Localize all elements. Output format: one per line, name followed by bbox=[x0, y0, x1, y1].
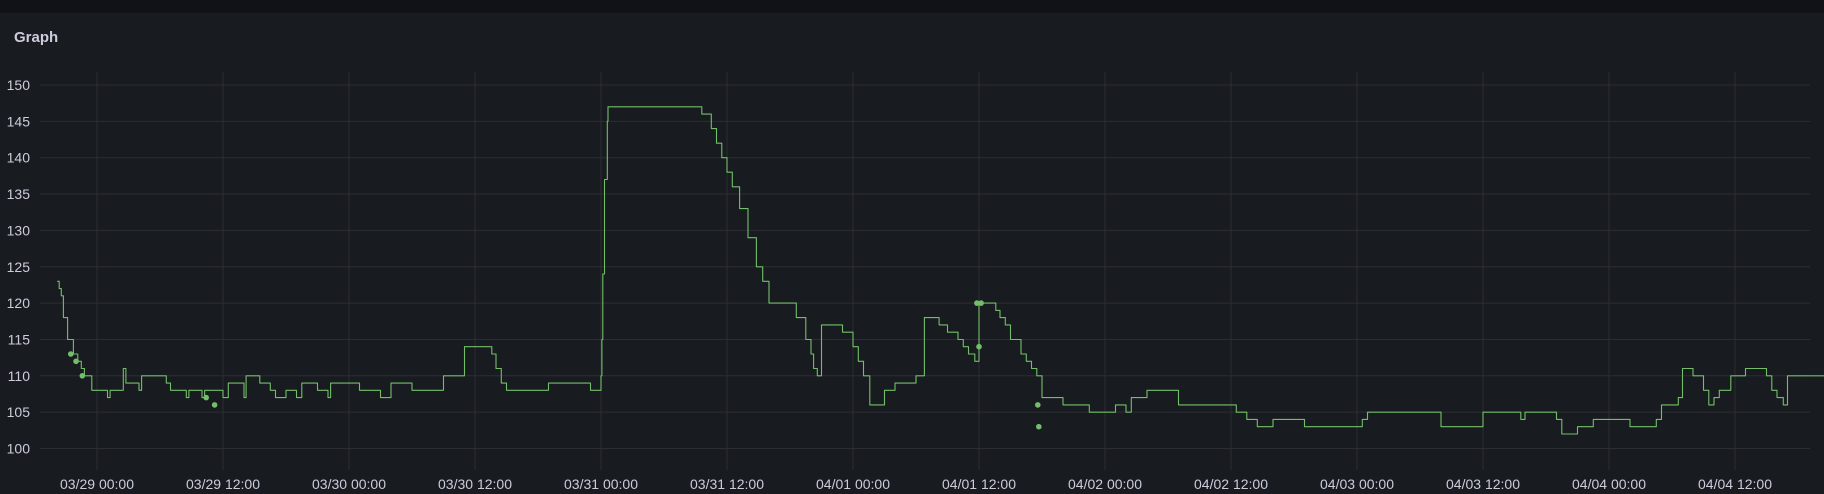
data-point bbox=[976, 343, 982, 350]
y-tick-label: 150 bbox=[7, 77, 31, 93]
panel-title: Graph bbox=[14, 28, 59, 46]
x-tick-label: 04/01 00:00 bbox=[816, 476, 890, 492]
x-tick-label: 04/03 12:00 bbox=[1446, 476, 1520, 492]
data-point bbox=[211, 402, 218, 408]
y-tick-label: 125 bbox=[7, 259, 31, 275]
data-point bbox=[974, 300, 980, 306]
x-tick-label: 04/03 00:00 bbox=[1320, 476, 1394, 492]
x-tick-label: 03/29 00:00 bbox=[60, 476, 134, 492]
x-tick-label: 03/30 12:00 bbox=[438, 476, 512, 492]
x-tick-label: 03/31 00:00 bbox=[564, 476, 638, 492]
y-tick-label: 135 bbox=[7, 186, 31, 202]
y-tick-label: 100 bbox=[7, 441, 31, 457]
data-point bbox=[79, 373, 86, 379]
y-tick-label: 120 bbox=[7, 295, 31, 311]
x-tick-label: 03/30 00:00 bbox=[312, 476, 386, 492]
data-point bbox=[1035, 402, 1041, 408]
x-tick-label: 03/31 12:00 bbox=[690, 476, 764, 492]
series-line bbox=[57, 106, 1824, 435]
data-point bbox=[68, 351, 74, 357]
x-tick-label: 04/02 12:00 bbox=[1194, 476, 1268, 492]
x-tick-label: 04/02 00:00 bbox=[1068, 476, 1142, 492]
plot-area bbox=[57, 106, 1824, 435]
y-tick-label: 115 bbox=[8, 331, 31, 347]
x-tick-label: 04/04 12:00 bbox=[1698, 476, 1772, 492]
data-point bbox=[203, 394, 209, 401]
y-tick-label: 110 bbox=[8, 368, 31, 384]
data-point bbox=[978, 300, 984, 306]
grid-lines bbox=[40, 72, 1810, 470]
panel-header[interactable]: Graph bbox=[14, 25, 58, 49]
y-tick-label: 105 bbox=[7, 404, 31, 420]
x-tick-label: 04/04 00:00 bbox=[1572, 476, 1646, 492]
x-tick-label: 04/01 12:00 bbox=[942, 476, 1016, 492]
y-tick-label: 130 bbox=[7, 222, 31, 238]
x-axis: 03/29 00:00 03/29 12:00 03/30 00:00 03/30 1… bbox=[60, 476, 1772, 492]
data-point bbox=[1036, 423, 1042, 430]
x-tick-label: 03/29 12:00 bbox=[186, 476, 260, 492]
graph-panel: Graph bbox=[0, 13, 1824, 494]
y-tick-label: 145 bbox=[7, 113, 31, 129]
y-tick-label: 140 bbox=[7, 150, 31, 166]
data-point bbox=[73, 358, 79, 365]
y-axis: 100 105 110 115 120 125 130 135 140 145 150 bbox=[7, 77, 31, 457]
